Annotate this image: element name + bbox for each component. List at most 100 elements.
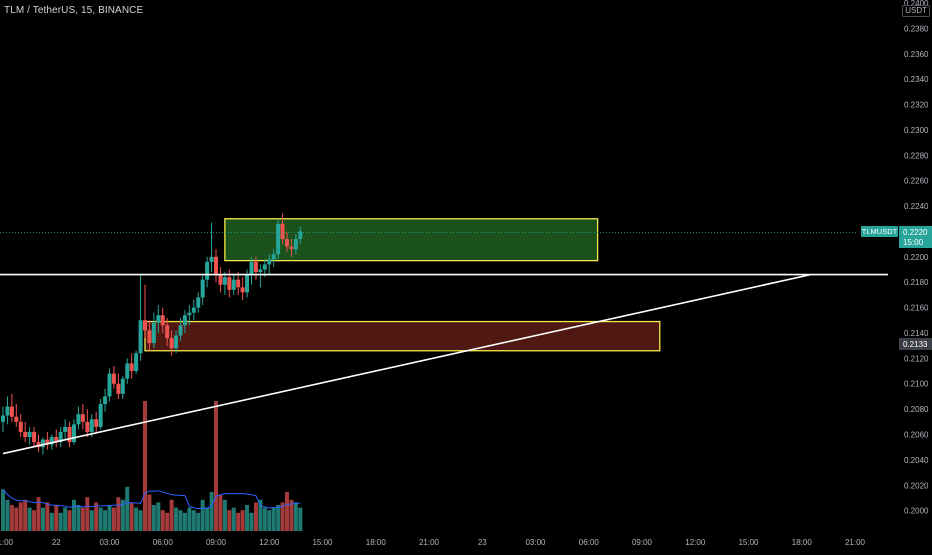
candle bbox=[253, 256, 258, 280]
volume-bar bbox=[5, 499, 10, 531]
price-tick-label: 0.2100 bbox=[904, 380, 929, 389]
candle-body bbox=[45, 439, 50, 445]
volume-ma-line bbox=[2, 489, 301, 510]
candle-body bbox=[165, 325, 170, 339]
ascending-trendline[interactable] bbox=[2, 273, 811, 455]
volume-bar bbox=[45, 502, 50, 531]
symbol-tag-bg bbox=[861, 226, 898, 237]
price-tick-label: 0.2020 bbox=[904, 481, 929, 490]
time-tick-label: 15:00 bbox=[738, 538, 759, 547]
price-tick-label: 0.2140 bbox=[904, 329, 929, 338]
candle-body bbox=[240, 287, 245, 293]
candle-body bbox=[174, 335, 179, 349]
volume-bar bbox=[191, 510, 196, 531]
volume-bar bbox=[89, 510, 94, 531]
volume-bar bbox=[214, 401, 218, 531]
level-price-value: 0.2133 bbox=[903, 340, 928, 349]
candle bbox=[271, 249, 276, 267]
candle bbox=[72, 419, 76, 445]
candle-body bbox=[72, 424, 76, 443]
candle-body bbox=[227, 277, 232, 290]
price-tick-label: 0.2360 bbox=[904, 50, 929, 59]
volume-bar bbox=[218, 494, 223, 531]
price-axis[interactable]: 0.2400 0.2380 0.2360 0.2340 0.2320 0.2300 0.22… bbox=[898, 0, 932, 550]
candle bbox=[27, 426, 32, 445]
volume-bar bbox=[147, 494, 152, 531]
candle-body bbox=[280, 223, 285, 240]
candle-body bbox=[258, 269, 263, 273]
candle-body bbox=[245, 274, 250, 293]
volume-bar bbox=[267, 510, 272, 531]
volume-bar bbox=[72, 499, 76, 531]
candle-body bbox=[36, 442, 41, 448]
candle bbox=[129, 353, 134, 379]
candle-body bbox=[98, 404, 103, 427]
candle bbox=[174, 330, 179, 354]
currency-tag[interactable]: USDT bbox=[902, 5, 930, 17]
volume-bar bbox=[98, 507, 103, 531]
candle bbox=[143, 284, 147, 339]
price-axis-bg bbox=[898, 0, 932, 550]
candle-body bbox=[200, 279, 205, 298]
candle-body bbox=[76, 414, 81, 425]
candle bbox=[18, 414, 23, 438]
candle bbox=[36, 434, 41, 453]
candle bbox=[165, 317, 170, 346]
time-tick-label: 12:00 bbox=[259, 538, 280, 547]
time-tick-label: 15:00 bbox=[312, 538, 333, 547]
candle bbox=[182, 310, 187, 333]
candle bbox=[76, 406, 81, 430]
volume-bar bbox=[32, 510, 37, 531]
volume-bar bbox=[160, 510, 165, 531]
candle-body bbox=[236, 279, 241, 288]
candle bbox=[222, 272, 227, 295]
volume-bar bbox=[285, 492, 289, 531]
candle bbox=[45, 431, 50, 450]
volume-bar bbox=[125, 486, 130, 531]
candle bbox=[214, 249, 218, 283]
time-tick-label: 03:00 bbox=[525, 538, 546, 547]
volume-bar bbox=[18, 502, 23, 531]
volume-bar bbox=[156, 502, 161, 531]
time-tick-label: 23 bbox=[478, 538, 487, 547]
volume-bar bbox=[120, 499, 125, 531]
volume-bar bbox=[151, 505, 156, 531]
candle bbox=[147, 320, 152, 351]
last-price-tag-bg bbox=[899, 226, 932, 248]
candle-body bbox=[125, 363, 130, 379]
volume-bar bbox=[289, 499, 294, 531]
candle-body bbox=[120, 378, 125, 394]
candle-body bbox=[151, 322, 156, 344]
candle-body bbox=[138, 320, 143, 354]
time-axis[interactable]: 21:00 22 03:00 06:00 09:00 12:00 15:00 18:00 21:… bbox=[0, 532, 898, 550]
candle-body bbox=[169, 338, 174, 349]
last-price-value: 0.2220 bbox=[903, 228, 928, 237]
candle bbox=[107, 368, 112, 402]
volume-bar bbox=[63, 507, 68, 531]
candle bbox=[285, 231, 289, 252]
candle-body bbox=[5, 406, 10, 416]
volume-bar bbox=[103, 510, 108, 531]
price-tick-label: 0.2260 bbox=[904, 177, 929, 186]
candle-body bbox=[63, 426, 68, 432]
candle-body bbox=[293, 239, 298, 250]
volume-bar bbox=[134, 507, 139, 531]
candle bbox=[125, 358, 130, 384]
line-drawings[interactable] bbox=[0, 273, 888, 455]
candle-body bbox=[27, 431, 32, 438]
volume-bar bbox=[111, 507, 116, 531]
candle bbox=[236, 272, 241, 295]
volume-bar bbox=[138, 510, 143, 531]
volume-bar bbox=[298, 507, 303, 531]
volume-bar bbox=[205, 507, 210, 531]
candle-body bbox=[182, 315, 187, 326]
candle-body bbox=[67, 426, 72, 443]
candle-body bbox=[231, 279, 236, 290]
price-tick-label: 0.2400 bbox=[904, 0, 929, 8]
candle-body bbox=[111, 373, 116, 384]
volume-bar bbox=[240, 510, 245, 531]
volume-bar bbox=[67, 510, 72, 531]
time-tick-label: 21:00 bbox=[419, 538, 440, 547]
